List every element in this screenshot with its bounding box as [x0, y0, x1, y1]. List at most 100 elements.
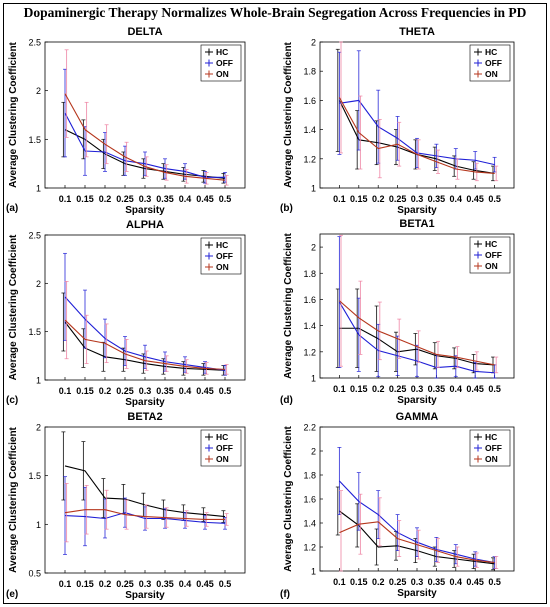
- panel-label: (d): [280, 395, 293, 406]
- panel-label: (a): [6, 203, 18, 214]
- x-tick-label: 0.15: [350, 577, 368, 587]
- x-tick-label: 0.45: [466, 577, 484, 587]
- x-tick-label: 0.1: [59, 386, 72, 396]
- y-tick-label: 1: [36, 376, 41, 386]
- chart-title: DELTA: [127, 26, 162, 38]
- chart-title: BETA1: [399, 218, 434, 230]
- x-tick-label: 0.25: [116, 194, 134, 204]
- x-tick-label: 0.2: [372, 384, 385, 394]
- chart-panel: DELTA 1 1.5 2 2.5 0.1 0.15 0.2 0.25 0.3 0.35 0.4 0.4…: [6, 26, 246, 216]
- chart-panel: GAMMA 1 1.2 1.4 1.6 1.8 2 2.2 0.1 0.15 0.2 0.25 0.3 0…: [280, 411, 515, 600]
- x-tick-label: 0.45: [196, 194, 214, 204]
- x-tick-label: 0.2: [99, 579, 112, 589]
- legend-label: ON: [216, 262, 229, 272]
- series-line-off: [64, 296, 226, 371]
- y-tick-label: 1: [311, 567, 316, 577]
- panel-label: (c): [6, 395, 18, 406]
- legend-label: ON: [216, 454, 229, 464]
- legend-label: HC: [216, 432, 228, 442]
- panel-label: (f): [280, 589, 290, 600]
- x-tick-label: 0.5: [488, 194, 501, 204]
- legend-label: HC: [485, 239, 497, 249]
- legend-label: HC: [485, 47, 497, 57]
- x-tick-label: 0.25: [389, 194, 407, 204]
- chart-title: GAMMA: [396, 411, 439, 423]
- x-axis-label: Sparsity: [397, 205, 437, 216]
- y-tick-label: 2.2: [303, 423, 316, 433]
- y-tick-label: 1.6: [303, 295, 316, 305]
- x-tick-label: 0.35: [428, 194, 446, 204]
- chart-panel: THETA 1 1.2 1.4 1.6 1.8 2 0.1 0.15 0.2 0.25 0.3 0.35…: [280, 26, 515, 216]
- x-tick-label: 0.35: [156, 194, 174, 204]
- y-tick-label: 2: [36, 86, 41, 96]
- x-tick-label: 0.35: [428, 384, 446, 394]
- x-axis-label: Sparsity: [125, 205, 165, 216]
- x-axis-label: Sparsity: [397, 395, 437, 406]
- chart-title: BETA2: [127, 411, 162, 423]
- x-tick-label: 0.3: [139, 579, 152, 589]
- y-tick-label: 1.6: [303, 495, 316, 505]
- x-tick-label: 0.3: [411, 384, 424, 394]
- legend-label: ON: [216, 69, 229, 79]
- x-tick-label: 0.4: [450, 577, 463, 587]
- legend-label: OFF: [216, 443, 233, 453]
- y-tick-label: 2: [311, 243, 316, 253]
- y-axis-label: Average Clustering Coefficient: [283, 425, 294, 571]
- x-tick-label: 0.45: [196, 386, 214, 396]
- x-axis-label: Sparsity: [125, 590, 165, 601]
- legend-label: ON: [485, 261, 498, 271]
- y-axis-label: Average Clustering Coefficient: [283, 232, 294, 378]
- series-line-on: [64, 509, 225, 521]
- y-tick-label: 1.8: [303, 471, 316, 481]
- y-tick-label: 1: [36, 184, 41, 194]
- y-tick-label: 2.5: [28, 38, 41, 48]
- y-tick-label: 1.5: [28, 471, 41, 481]
- figure-title: Dopaminergic Therapy Normalizes Whole-Br…: [23, 5, 527, 20]
- x-tick-label: 0.4: [450, 384, 463, 394]
- y-tick-label: 1.6: [303, 96, 316, 106]
- y-tick-label: 1.2: [303, 154, 316, 164]
- legend-label: HC: [216, 47, 228, 57]
- legend-label: OFF: [485, 58, 502, 68]
- y-tick-label: 1: [36, 520, 41, 530]
- x-tick-label: 0.4: [179, 194, 192, 204]
- y-tick-label: 1.8: [303, 269, 316, 279]
- y-tick-label: 1: [311, 184, 316, 194]
- x-tick-label: 0.15: [350, 194, 368, 204]
- series-line-on: [338, 97, 495, 174]
- x-tick-label: 0.2: [99, 386, 112, 396]
- chart-title: ALPHA: [126, 219, 164, 231]
- y-tick-label: 1.4: [303, 321, 316, 331]
- x-tick-label: 0.1: [333, 577, 346, 587]
- x-tick-label: 0.2: [99, 194, 112, 204]
- figure-border: [3, 3, 547, 604]
- x-tick-label: 0.5: [219, 194, 232, 204]
- y-axis-label: Average Clustering Coefficient: [8, 426, 19, 572]
- x-tick-label: 0.15: [76, 194, 94, 204]
- x-tick-label: 0.5: [488, 384, 501, 394]
- x-tick-label: 0.15: [76, 386, 94, 396]
- x-tick-label: 0.45: [466, 384, 484, 394]
- x-tick-label: 0.3: [411, 194, 424, 204]
- legend-label: OFF: [485, 250, 502, 260]
- x-tick-label: 0.2: [372, 577, 385, 587]
- x-tick-label: 0.35: [156, 579, 174, 589]
- series-line-on: [339, 521, 495, 564]
- series-line-off: [64, 512, 226, 524]
- chart-title: THETA: [399, 26, 435, 38]
- legend-label: OFF: [216, 251, 233, 261]
- y-tick-label: 0.5: [28, 569, 41, 579]
- x-tick-label: 0.2: [372, 194, 385, 204]
- panel-label: (e): [6, 589, 18, 600]
- legend-label: HC: [485, 432, 497, 442]
- legend-label: ON: [485, 454, 498, 464]
- x-tick-label: 0.1: [59, 194, 72, 204]
- y-tick-label: 2.5: [28, 231, 41, 241]
- y-tick-label: 2: [36, 279, 41, 289]
- y-axis-label: Average Clustering Coefficient: [8, 41, 19, 187]
- series-line-off: [338, 301, 495, 374]
- x-axis-label: Sparsity: [397, 588, 437, 599]
- x-tick-label: 0.4: [179, 579, 192, 589]
- panel-label: (b): [280, 203, 293, 214]
